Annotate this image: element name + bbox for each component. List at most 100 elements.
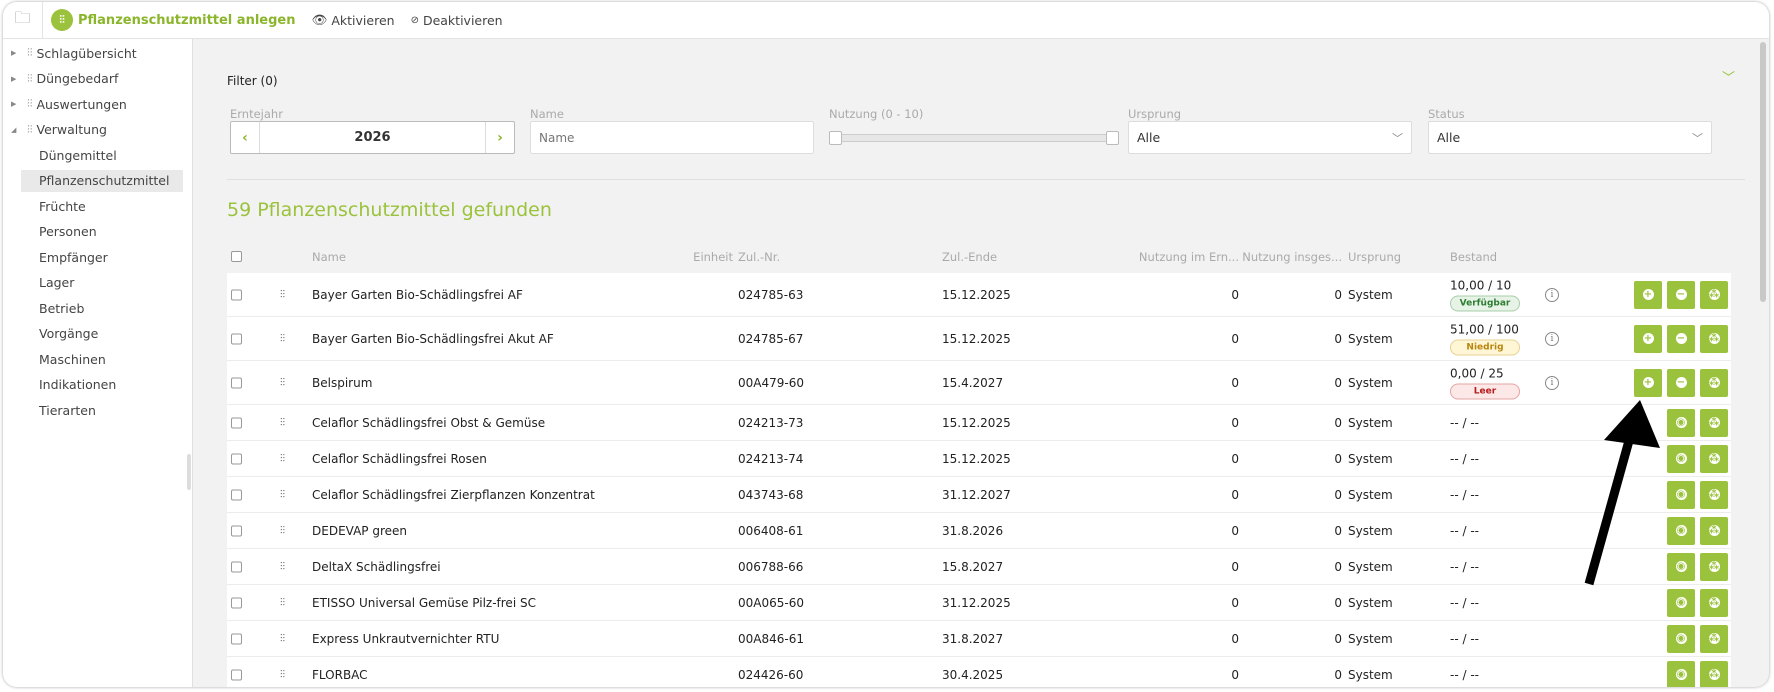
table-row[interactable]: ⫶⫶ Bayer Garten Bio-Schädlingsfrei AF 02… xyxy=(227,273,1731,317)
product-name[interactable]: Bayer Garten Bio-Schädlingsfrei Akut AF xyxy=(312,331,554,346)
sidebar-item[interactable]: Pflanzenschutzmittel xyxy=(21,169,183,192)
info-icon[interactable]: i xyxy=(1545,287,1559,302)
name-field[interactable] xyxy=(530,121,814,154)
status-select[interactable]: Alle ﹀ xyxy=(1428,121,1712,154)
row-checkbox[interactable] xyxy=(231,453,242,464)
row-checkbox[interactable] xyxy=(231,669,242,680)
header-use-total[interactable]: Nutzung insges... xyxy=(1242,250,1342,264)
create-button[interactable]: ⫶⫶ Pflanzenschutzmittel anlegen xyxy=(51,9,295,31)
table-row[interactable]: ⫶⫶ Bayer Garten Bio-Schädlingsfrei Akut … xyxy=(227,317,1731,361)
row-checkbox[interactable] xyxy=(231,597,242,608)
header-stock[interactable]: Bestand xyxy=(1450,250,1498,264)
origin-select[interactable]: Alle ﹀ xyxy=(1128,121,1412,154)
product-name[interactable]: Bayer Garten Bio-Schädlingsfrei AF xyxy=(312,287,523,302)
deactivate-row-button[interactable]: ⁂ xyxy=(1700,552,1728,581)
sidebar-item[interactable]: Lager xyxy=(39,275,75,290)
info-icon[interactable]: i xyxy=(1545,331,1559,346)
table-row[interactable]: ⫶⫶ Belspirum 00A479-60 15.4.2027 0 0 Sys… xyxy=(227,361,1731,405)
sidebar-item[interactable]: Früchte xyxy=(39,198,86,214)
add-stock-button[interactable]: + xyxy=(1634,368,1662,397)
sidebar-item[interactable]: Maschinen xyxy=(39,351,106,367)
remove-stock-button[interactable]: − xyxy=(1667,280,1695,309)
sidebar-item[interactable]: Indikationen xyxy=(39,377,117,392)
name-input[interactable] xyxy=(531,122,813,153)
row-checkbox[interactable] xyxy=(231,525,242,536)
sidebar-group[interactable]: ▶ ⫶⫶ Auswertungen xyxy=(3,93,127,115)
header-name[interactable]: Name xyxy=(312,250,346,264)
deactivate-row-button[interactable]: ⁂ xyxy=(1700,280,1728,309)
row-checkbox[interactable] xyxy=(231,377,242,388)
remove-stock-button[interactable]: − xyxy=(1667,324,1695,353)
product-name[interactable]: Celaflor Schädlingsfrei Rosen xyxy=(312,451,487,466)
next-year-button[interactable]: › xyxy=(485,122,514,153)
table-row[interactable]: ⫶⫶ Celaflor Schädlingsfrei Obst & Gemüse… xyxy=(227,405,1731,441)
row-checkbox[interactable] xyxy=(231,633,242,644)
deactivate-button[interactable]: ⊘ Deaktivieren xyxy=(411,13,503,28)
activate-row-button[interactable]: ◉ xyxy=(1667,624,1695,653)
row-checkbox[interactable] xyxy=(231,417,242,428)
add-stock-button[interactable]: + xyxy=(1634,280,1662,309)
select-all-checkbox[interactable] xyxy=(231,251,242,262)
deactivate-row-button[interactable]: ⁂ xyxy=(1700,588,1728,617)
info-icon[interactable]: i xyxy=(1545,375,1559,390)
sidebar-group[interactable]: ▶ ⫶⫶ Schlagübersicht xyxy=(3,42,137,64)
header-origin[interactable]: Ursprung xyxy=(1348,250,1402,264)
row-checkbox[interactable] xyxy=(231,289,242,300)
activate-row-button[interactable]: ◉ xyxy=(1667,660,1695,687)
scrollbar[interactable] xyxy=(1760,42,1766,302)
sidebar-item[interactable]: Personen xyxy=(39,224,97,239)
add-stock-button[interactable]: + xyxy=(1634,324,1662,353)
header-reg-no[interactable]: Zul.-Nr. xyxy=(738,250,781,264)
table-row[interactable]: ⫶⫶ Express Unkrautvernichter RTU 00A846-… xyxy=(227,621,1731,657)
caret-right-icon[interactable]: ▶ xyxy=(11,49,17,57)
activate-row-button[interactable]: ◉ xyxy=(1667,444,1695,473)
deactivate-row-button[interactable]: ⁂ xyxy=(1700,324,1728,353)
sidebar-group[interactable]: ▶ ⫶⫶ Düngebedarf xyxy=(3,68,118,90)
activate-row-button[interactable]: ◉ xyxy=(1667,516,1695,545)
table-row[interactable]: ⫶⫶ Celaflor Schädlingsfrei Rosen 024213-… xyxy=(227,441,1731,477)
deactivate-row-button[interactable]: ⁂ xyxy=(1700,368,1728,397)
sidebar-item[interactable]: Betrieb xyxy=(39,300,85,316)
sidebar-item[interactable]: Düngemittel xyxy=(39,147,117,163)
sidebar-item[interactable]: Vorgänge xyxy=(39,326,99,341)
prev-year-button[interactable]: ‹ xyxy=(231,122,260,153)
deactivate-row-button[interactable]: ⁂ xyxy=(1700,660,1728,687)
usage-range-slider[interactable] xyxy=(829,131,1119,145)
header-use-year[interactable]: Nutzung im Ern... xyxy=(1138,250,1239,264)
activate-row-button[interactable]: ◉ xyxy=(1667,552,1695,581)
activate-row-button[interactable]: ◉ xyxy=(1667,588,1695,617)
activate-button[interactable]: 👁 Aktivieren xyxy=(311,12,394,28)
product-name[interactable]: Belspirum xyxy=(312,375,373,390)
collapse-chevron-icon[interactable]: ﹀ xyxy=(1721,71,1735,86)
caret-right-icon[interactable]: ▶ xyxy=(11,100,17,108)
caret-right-icon[interactable]: ▶ xyxy=(11,74,17,83)
sidebar-group[interactable]: ◢ ⫶⫶ Verwaltung xyxy=(3,119,107,141)
product-name[interactable]: DEDEVAP green xyxy=(312,523,408,538)
header-reg-end[interactable]: Zul.-Ende xyxy=(942,250,998,264)
deactivate-row-button[interactable]: ⁂ xyxy=(1700,480,1728,509)
table-row[interactable]: ⫶⫶ DEDEVAP green 006408-61 31.8.2026 0 0… xyxy=(227,513,1731,549)
table-row[interactable]: ⫶⫶ FLORBAC 024426-60 30.4.2025 0 0 Syste… xyxy=(227,657,1731,687)
sidebar-item[interactable]: Tierarten xyxy=(39,402,96,418)
table-row[interactable]: ⫶⫶ Celaflor Schädlingsfrei Zierpflanzen … xyxy=(227,477,1731,513)
caret-down-icon[interactable]: ◢ xyxy=(11,125,17,134)
deactivate-row-button[interactable]: ⁂ xyxy=(1700,516,1728,545)
slider-min-handle[interactable] xyxy=(829,131,842,145)
row-checkbox[interactable] xyxy=(231,561,242,572)
row-checkbox[interactable] xyxy=(231,333,242,344)
deactivate-row-button[interactable]: ⁂ xyxy=(1700,408,1728,437)
product-name[interactable]: DeltaX Schädlingsfrei xyxy=(312,559,441,574)
deactivate-row-button[interactable]: ⁂ xyxy=(1700,444,1728,473)
header-unit[interactable]: Einheit xyxy=(693,250,733,264)
filter-title[interactable]: Filter (0) xyxy=(227,74,278,88)
sidebar-item[interactable]: Empfänger xyxy=(39,249,108,265)
activate-row-button[interactable]: ◉ xyxy=(1667,408,1695,437)
table-row[interactable]: ⫶⫶ DeltaX Schädlingsfrei 006788-66 15.8.… xyxy=(227,549,1731,585)
deactivate-row-button[interactable]: ⁂ xyxy=(1700,624,1728,653)
folder-icon[interactable]: 🗀 xyxy=(3,2,43,39)
row-checkbox[interactable] xyxy=(231,489,242,500)
product-name[interactable]: ETISSO Universal Gemüse Pilz-frei SC xyxy=(312,595,536,610)
sidebar-resize-handle[interactable] xyxy=(187,454,191,490)
table-row[interactable]: ⫶⫶ ETISSO Universal Gemüse Pilz-frei SC … xyxy=(227,585,1731,621)
activate-row-button[interactable]: ◉ xyxy=(1667,480,1695,509)
